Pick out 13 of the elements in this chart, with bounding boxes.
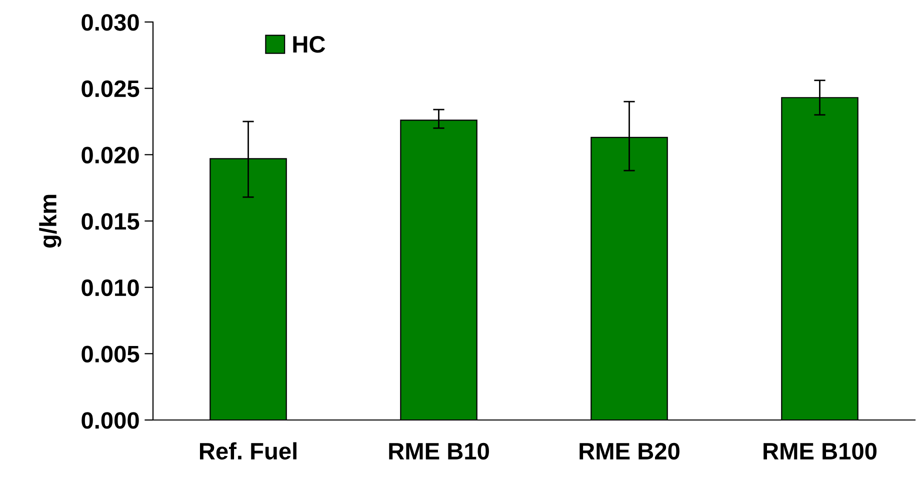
y-tick-label: 0.005 — [82, 346, 140, 362]
y-tick-label: 0.015 — [82, 213, 140, 230]
y-tick-label: 0.010 — [82, 279, 139, 296]
y-tick-label: 0.030 — [82, 14, 139, 31]
x-tick-label: RME B10 — [389, 442, 489, 460]
y-tick-label: 0.025 — [82, 80, 140, 98]
y-tick-label: 0.020 — [82, 146, 139, 164]
y-tick-label: 0.000 — [82, 412, 139, 429]
x-tick-label: Ref. Fuel — [200, 442, 296, 460]
y-axis-title: g/km — [39, 194, 62, 248]
x-tick-label: RME B20 — [580, 442, 680, 460]
x-tick-label: RME B100 — [764, 442, 877, 460]
legend-label: HC — [293, 36, 326, 53]
